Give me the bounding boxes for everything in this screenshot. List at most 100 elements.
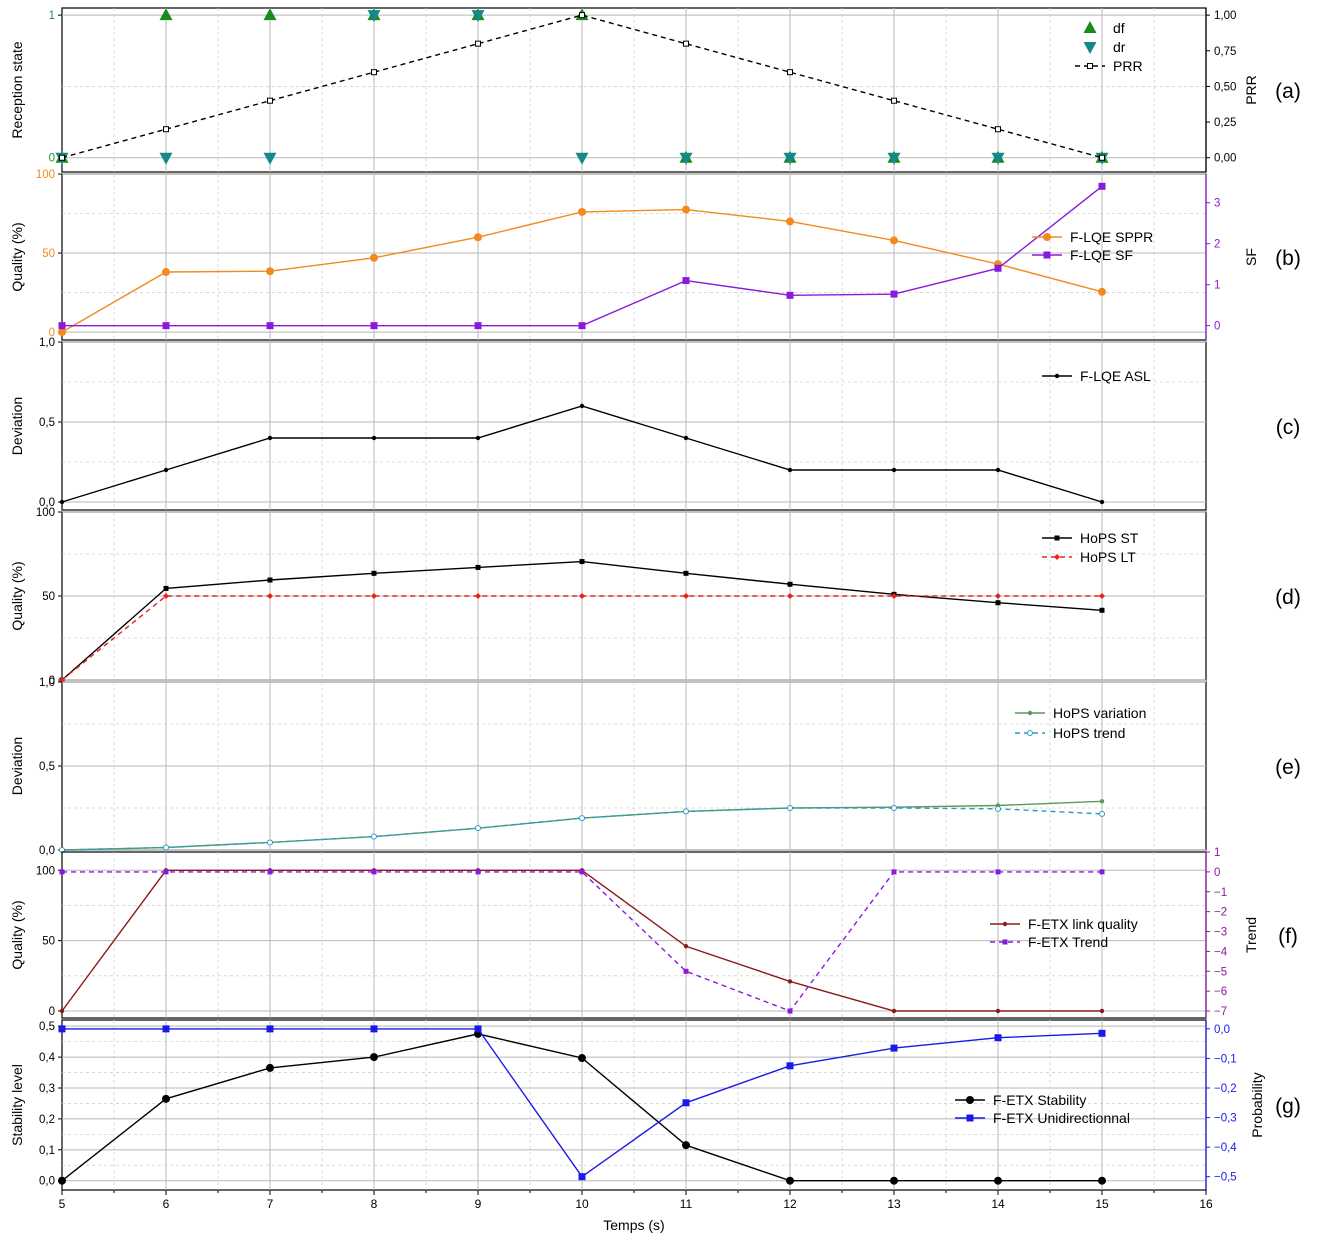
y-axis-label: Deviation <box>9 737 25 795</box>
y-tick-label: 0 <box>49 675 55 687</box>
data-point <box>995 600 1001 606</box>
data-point <box>682 277 690 285</box>
data-point <box>1099 499 1105 505</box>
data-point <box>59 869 65 875</box>
data-point <box>683 435 689 441</box>
y-tick-label: 0,0 <box>39 845 55 857</box>
panel-label: (c) <box>1276 416 1301 439</box>
y2-tick-label: −7 <box>1214 1006 1227 1018</box>
data-point <box>578 207 586 216</box>
data-point <box>162 1094 170 1103</box>
data-point <box>58 322 66 330</box>
data-point <box>995 805 1001 812</box>
series-line <box>61 807 1103 851</box>
panel-label: (g) <box>1275 1095 1301 1118</box>
y-tick-label: 0,0 <box>39 497 55 509</box>
x-tick-label: 12 <box>783 1197 797 1211</box>
y-tick-label: 0,2 <box>39 1114 55 1126</box>
y-tick-label: 50 <box>42 248 55 260</box>
series-prr <box>59 12 1105 161</box>
data-point <box>683 968 689 974</box>
series-hops-lt <box>59 593 1105 683</box>
legend-label: F-ETX Trend <box>1028 934 1108 950</box>
data-point <box>995 593 1001 599</box>
data-point <box>891 805 897 811</box>
legend-item: HoPS variation <box>1015 705 1146 721</box>
legend-item: dr <box>1083 39 1126 55</box>
y-tick-label: 50 <box>42 591 55 603</box>
y2-tick-label: 1 <box>1214 280 1220 292</box>
data-point <box>58 328 66 337</box>
y-tick-label: 0,5 <box>39 1021 55 1033</box>
data-point <box>1099 154 1105 161</box>
data-point <box>575 152 589 165</box>
data-point <box>474 233 482 242</box>
legend-marker <box>1054 373 1060 379</box>
data-point <box>683 40 689 47</box>
legend-label: F-ETX link quality <box>1028 916 1138 932</box>
series-f-lqe-sf <box>58 182 1106 330</box>
y-tick-label: 0,3 <box>39 1083 55 1095</box>
data-point <box>371 69 377 76</box>
data-point <box>163 844 169 851</box>
y2-tick-label: 1 <box>1214 847 1220 859</box>
legend: df dr PRR <box>1075 20 1143 74</box>
y-axis-label: Stability level <box>9 1064 25 1146</box>
y2-tick-label: 0 <box>1214 867 1220 879</box>
data-point <box>267 869 273 875</box>
legend-label: df <box>1113 20 1125 36</box>
data-point <box>891 467 897 473</box>
data-point <box>58 1176 66 1185</box>
y2-tick-label: 1,00 <box>1214 10 1236 22</box>
x-tick-label: 15 <box>1095 1197 1109 1211</box>
data-point <box>163 585 169 591</box>
legend: F-LQE ASL <box>1042 368 1151 384</box>
legend-marker <box>1087 63 1093 69</box>
y2-tick-label: 0,00 <box>1214 153 1236 165</box>
y2-tick-label: −0,2 <box>1214 1083 1237 1095</box>
series-hops-st <box>59 559 1105 683</box>
data-point <box>579 559 585 565</box>
legend-item: F-ETX Stability <box>955 1092 1086 1108</box>
series-f-lqe-asl <box>59 403 1105 505</box>
y-tick-label: 100 <box>36 865 55 877</box>
data-point <box>163 126 169 133</box>
data-point <box>1099 607 1105 613</box>
y2-tick-label: −1 <box>1214 887 1227 899</box>
y-axis-label: Quality (%) <box>9 900 25 969</box>
data-point <box>891 1008 897 1014</box>
data-point <box>683 944 689 949</box>
x-tick-label: 7 <box>267 1197 274 1211</box>
data-point <box>891 869 897 875</box>
legend: F-LQE SPPR F-LQE SF <box>1032 229 1153 263</box>
y-tick-label: 0,5 <box>39 761 55 773</box>
data-point <box>579 593 585 599</box>
data-point <box>682 205 690 214</box>
data-point <box>679 152 693 165</box>
data-point <box>578 1054 586 1063</box>
data-point <box>59 1008 65 1014</box>
panel-d: 0 50 100 Quality (%) (d) HoPS ST HoPS LT <box>9 507 1301 687</box>
y-tick-label: 0,5 <box>39 417 55 429</box>
y-tick-label: 0,0 <box>39 1176 55 1188</box>
legend-label: F-LQE SF <box>1070 247 1133 263</box>
panel-label: (e) <box>1275 756 1301 779</box>
data-point <box>475 869 481 875</box>
panel-f: 0 50 100 Quality (%) 1 0 −1 −2 −3 −4 −5 −6 −7 Trend (f… <box>9 847 1298 1019</box>
y2-tick-label: 0,25 <box>1214 117 1236 129</box>
data-point <box>474 1025 482 1033</box>
panel-label: (a) <box>1275 80 1301 103</box>
legend-marker <box>966 1114 974 1122</box>
data-point <box>891 97 897 104</box>
x-axis-label: Temps (s) <box>603 1217 664 1233</box>
legend-item: F-LQE SF <box>1032 247 1133 263</box>
y-tick-label: 100 <box>36 507 55 519</box>
data-point <box>682 1099 690 1107</box>
data-point <box>890 290 898 298</box>
y-tick-label: 1 <box>49 10 55 22</box>
data-point <box>578 322 586 330</box>
data-point <box>162 322 170 330</box>
plot-area <box>61 7 1207 173</box>
data-point <box>786 291 794 299</box>
